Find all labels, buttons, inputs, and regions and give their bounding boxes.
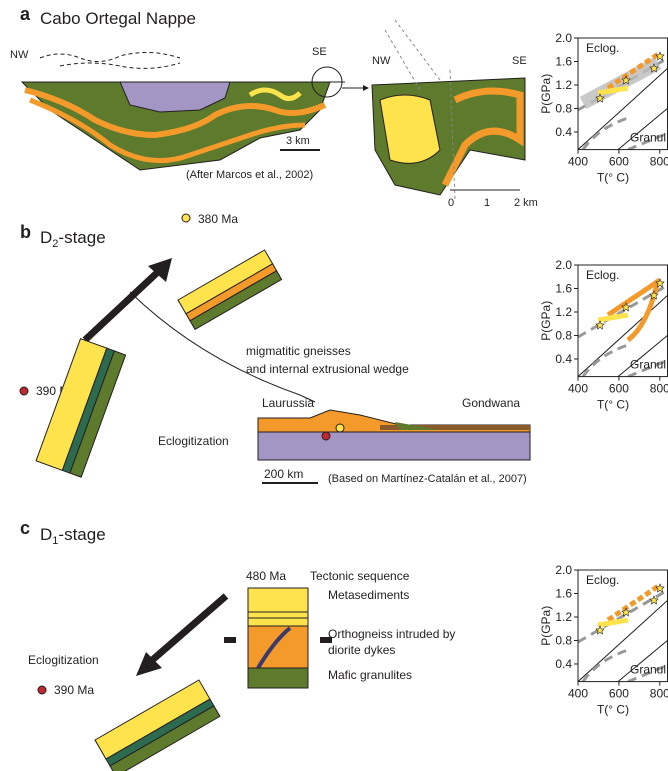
title-part: -stage [58,525,105,544]
rock-block [178,250,282,329]
burial-arrow [150,596,226,662]
pt-diagram: Eclog. Granul 2.0 1.6 1.2 0.8 0.4 400 600 800 T(° … [539,258,668,412]
panel-label: c [20,518,30,538]
title-part: D [40,228,52,247]
annotation: and internal extrusional wedge [246,362,409,376]
pt-path [598,620,628,625]
panel-title: Cabo Ortegal Nappe [40,9,196,28]
direction-label: SE [312,46,327,58]
panel-title: D1-stage [40,525,106,547]
age-label: 480 Ma [246,569,286,583]
exhumation-arrow [85,270,160,340]
age-label: 380 Ma [198,212,238,226]
rock-block [95,680,220,771]
y-axis-label: P(GPa) [539,606,553,646]
facies-label: Granul [630,663,666,677]
age-dot [20,387,28,395]
y-axis-label: P(GPa) [539,74,553,114]
title-part: D [40,525,52,544]
annotation: migmatitic gneisses [246,344,351,358]
pt-diagrams: Eclog. Granul 2.0 1.6 1.2 0.8 0.4 400 600 800 T(° … [539,31,668,717]
facies-label: Eclog. [586,573,619,587]
unit-label: Metasediments [328,588,409,602]
x-tick-label: 800 [650,155,668,169]
direction-label: SE [512,55,527,67]
y-tick-label: 0.8 [555,328,572,342]
y-tick-label: 1.6 [555,54,572,68]
y-tick-label: 1.6 [555,281,572,295]
y-tick-label: 1.2 [555,305,572,319]
facies-label: Eclog. [586,41,619,55]
cross-section [22,52,368,170]
y-tick-label: 2.0 [555,31,572,45]
y-tick-label: 1.2 [555,78,572,92]
credit: (Based on Martínez-Catalán et al., 2007) [328,473,527,485]
plate-label: Laurussia [262,396,314,410]
pt-path [598,315,628,320]
rock-block [36,339,126,478]
pt-path [583,63,658,103]
scale-label: 3 km [286,135,310,147]
direction-label: NW [372,55,391,67]
detail-section [372,20,525,200]
star [656,52,664,60]
age-dot [38,686,46,694]
facies-label: Granul [630,131,666,145]
y-axis-label: P(GPa) [539,301,553,341]
facies-label: Eclog. [586,268,619,282]
unit-label: Orthogneiss intruded by [328,627,455,641]
y-tick-label: 2.0 [555,563,572,577]
scale-label: 200 km [264,467,303,481]
credit: (After Marcos et al., 2002) [186,169,313,181]
annotation: Eclogitization [28,653,99,667]
strat-column [224,588,332,688]
y-tick-label: 0.4 [555,657,572,671]
facies-label: Granul [630,358,666,372]
figure: a Cabo Ortegal Nappe NW SE 3 km (After M… [0,0,668,771]
panel-label: b [20,222,31,242]
eroded-outline [40,52,180,68]
y-tick-label: 0.4 [555,352,572,366]
scale-tick-label: 1 [484,197,490,209]
pt-diagram: Eclog. Granul 2.0 1.6 1.2 0.8 0.4 400 600 800 T(° … [539,563,668,717]
unit-label: Mafic granulites [328,668,412,682]
annotation: Eclogitization [158,434,229,448]
age-label: 390 Ma [54,683,94,697]
y-tick-label: 0.4 [555,125,572,139]
y-tick-label: 0.8 [555,633,572,647]
direction-label: NW [10,49,29,61]
plate-label: Gondwana [462,396,520,410]
pt-diagram: Eclog. Granul 2.0 1.6 1.2 0.8 0.4 400 600 800 T(° … [539,31,668,185]
x-tick-label: 400 [568,155,588,169]
scale-tick-label: 2 km [514,197,538,209]
y-tick-label: 2.0 [555,258,572,272]
unit-yellow [380,95,440,163]
x-axis-label: T(° C) [597,398,629,412]
y-tick-label: 1.2 [555,610,572,624]
x-tick-label: 600 [609,155,629,169]
x-axis-label: T(° C) [597,171,629,185]
x-tick-label: 400 [568,687,588,701]
column-title: Tectonic sequence [310,569,410,583]
x-tick-label: 400 [568,382,588,396]
x-tick-label: 800 [650,382,668,396]
star [596,626,604,634]
star [656,584,664,592]
x-tick-label: 600 [609,687,629,701]
star [596,321,604,329]
x-tick-label: 800 [650,687,668,701]
x-tick-label: 600 [609,382,629,396]
scale-tick-label: 0 [448,197,454,209]
y-tick-label: 0.8 [555,101,572,115]
x-axis-label: T(° C) [597,703,629,717]
panel-label: a [20,4,31,24]
y-tick-label: 1.6 [555,586,572,600]
title-part: -stage [58,228,105,247]
unit-label: diorite dykes [328,643,395,657]
age-dot [182,214,190,222]
panel-title: D2-stage [40,228,106,250]
